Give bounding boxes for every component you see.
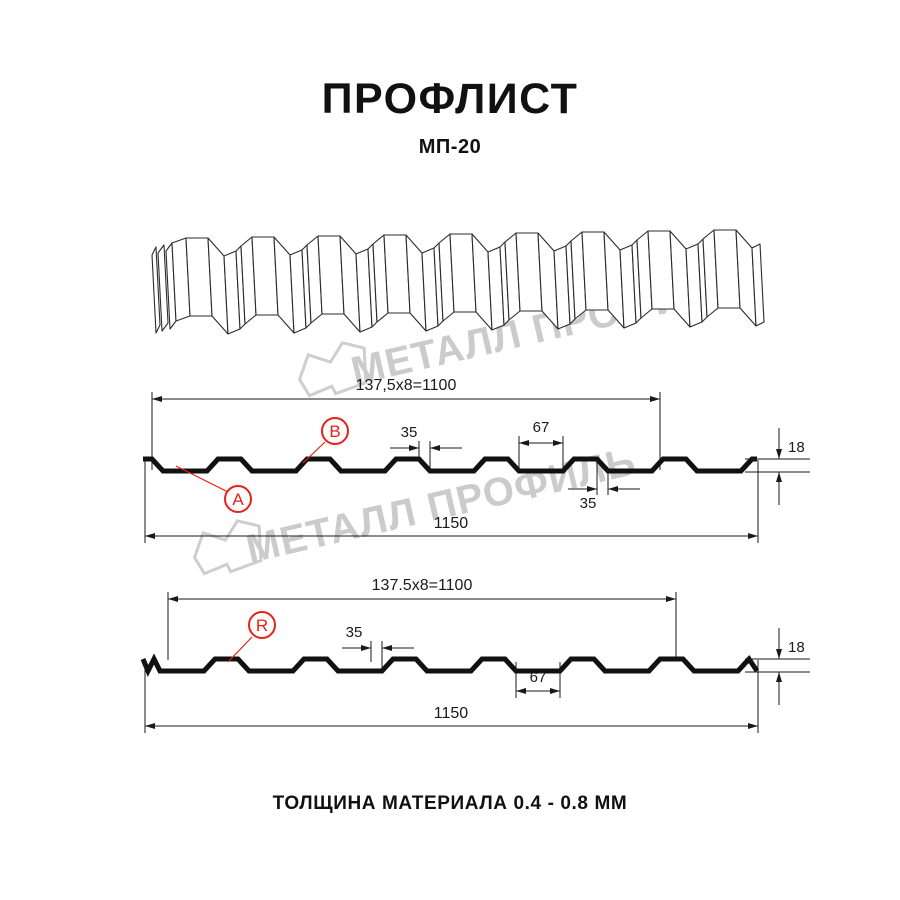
dimension-top-overall-2	[167, 592, 677, 660]
dimension-height-right-2	[745, 628, 810, 705]
dimension-valley-width	[518, 436, 564, 470]
dimension-label-top-overall: 137,5x8=1100	[356, 377, 457, 394]
dimension-label-bottom-overall-2: 1150	[434, 705, 469, 722]
dimension-label-bottom-overall: 1150	[434, 515, 469, 532]
dimension-bottom-overall	[144, 460, 759, 543]
callout-r-label: R	[256, 616, 268, 635]
callout-r-circle	[248, 611, 276, 639]
callout-b-label: B	[329, 422, 340, 441]
profile-section-line	[143, 456, 757, 474]
callout-b: B	[302, 417, 349, 464]
profile-section-line-2	[140, 653, 760, 678]
dimension-label-height: 18	[788, 439, 805, 456]
profile-bottom-view: 137.5x8=1100 18 35	[140, 577, 810, 733]
dimension-label-rib-width-p2: 35	[346, 624, 363, 641]
dimension-rib-width-upper	[390, 441, 462, 472]
dimension-label-top-overall-2: 137.5x8=1100	[372, 577, 473, 594]
dimension-label-rib-width: 35	[401, 424, 418, 441]
watermark-logo-icon	[297, 341, 368, 398]
dimension-label-rib-width-2: 35	[580, 495, 597, 512]
dimension-label-valley-width-p2: 67	[530, 669, 547, 686]
profile-top-view: 137,5x8=1100 18 35	[143, 377, 810, 543]
dimension-rib-width-lower	[568, 459, 640, 495]
callout-a-label: A	[232, 490, 244, 509]
dimension-height-right	[745, 428, 810, 505]
callout-a: A	[175, 465, 252, 513]
dimension-label-height-2: 18	[788, 639, 805, 656]
dimension-bottom-overall-2	[144, 660, 759, 733]
callout-r: R	[227, 611, 276, 663]
callout-b-circle	[321, 417, 349, 445]
iso-corrugations	[171, 229, 765, 335]
dimension-label-valley-width: 67	[533, 419, 550, 436]
callout-a-circle	[224, 485, 252, 513]
dimension-valley-width-2	[515, 662, 561, 698]
dimension-rib-width-2	[342, 641, 414, 672]
isometric-sheet-view	[151, 229, 765, 335]
